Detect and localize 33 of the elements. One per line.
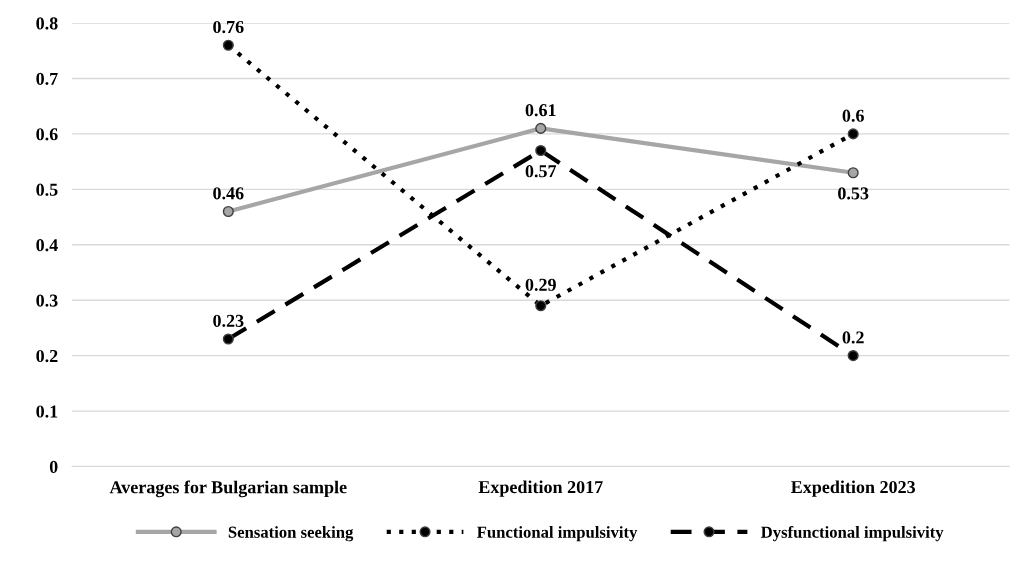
x-tick-label: Expedition 2017 xyxy=(478,480,603,497)
data-label: 0.46 xyxy=(213,187,244,200)
y-tick-label: 0.6 xyxy=(36,128,58,141)
data-label: 0.76 xyxy=(213,20,244,34)
y-tick-label: 0 xyxy=(49,460,58,473)
y-tick-label: 0.4 xyxy=(36,239,58,252)
legend-label: Dysfunctional impulsivity xyxy=(761,525,944,542)
legend-label: Functional impulsivity xyxy=(476,526,638,542)
x-tick-label: Expedition 2023 xyxy=(791,480,916,497)
data-label: 0.57 xyxy=(525,165,557,178)
point xyxy=(847,167,859,179)
point xyxy=(847,350,859,362)
point xyxy=(222,39,234,51)
y-tick-label: 0.2 xyxy=(36,349,58,363)
point xyxy=(535,122,547,134)
legend-label: Sensation seeking xyxy=(228,526,354,542)
y-tick-label: 0.5 xyxy=(36,183,58,196)
data-label: 0.2 xyxy=(842,331,864,344)
point xyxy=(222,205,234,218)
x-tick-label: Averages for Bulgarian sample xyxy=(109,480,347,498)
data-label: 0.23 xyxy=(213,314,244,327)
point xyxy=(222,333,234,345)
data-label: 0.29 xyxy=(525,278,556,291)
data-label: 0.53 xyxy=(838,187,869,200)
y-tick-label: 0.1 xyxy=(36,405,58,418)
y-tick-label: 0.3 xyxy=(36,294,58,307)
point xyxy=(847,128,859,140)
data-label: 0.6 xyxy=(842,109,864,122)
data-label: 0.61 xyxy=(525,104,556,117)
point xyxy=(535,144,547,157)
y-tick-label: 0.8 xyxy=(36,17,58,30)
y-tick-label: 0.7 xyxy=(36,72,58,85)
point xyxy=(535,300,547,312)
